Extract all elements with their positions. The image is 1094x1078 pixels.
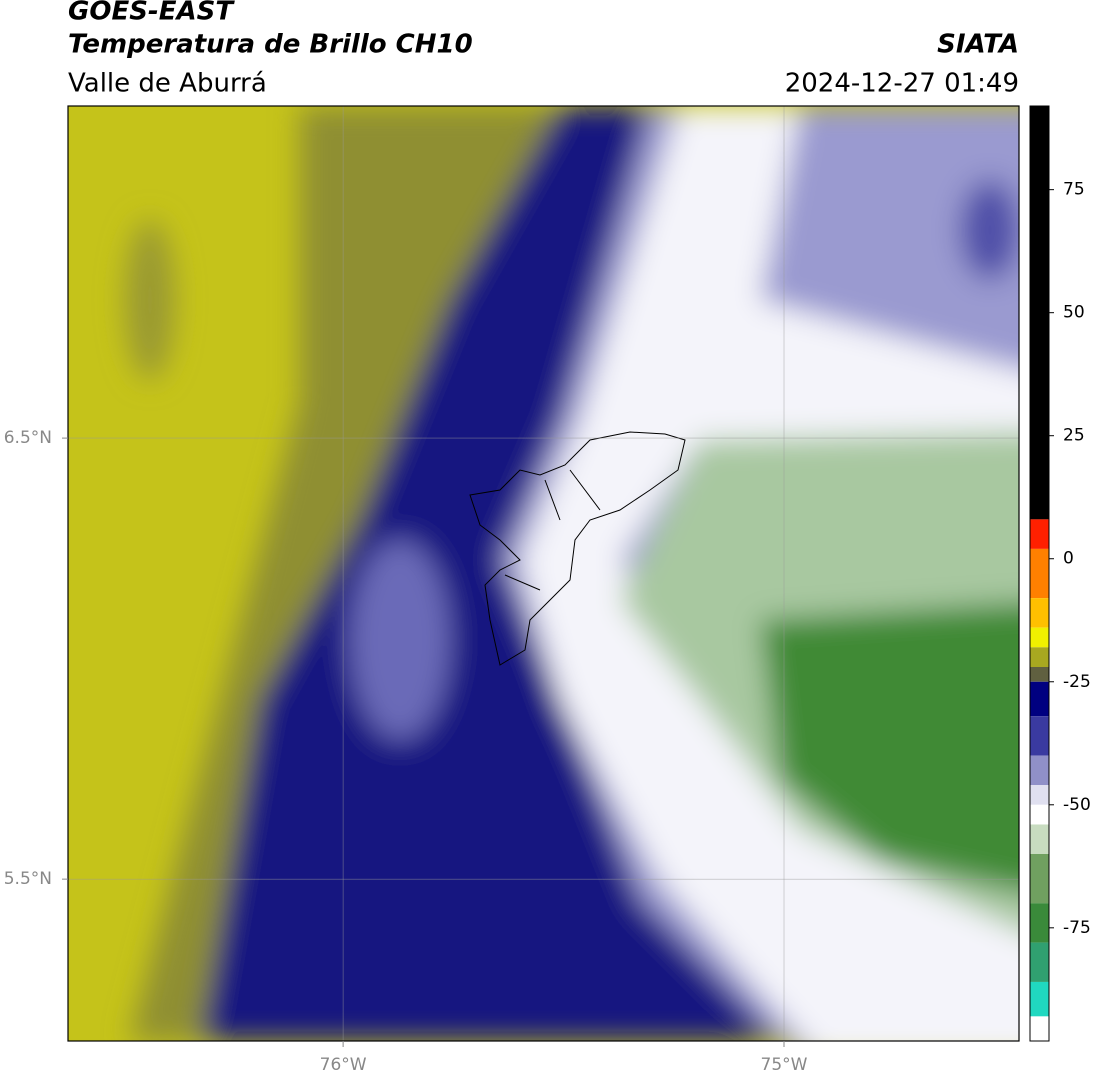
colorbar-tick-label: -75 [1063, 918, 1091, 938]
colorbar-tick-label: 50 [1063, 303, 1085, 323]
colorbar-tick-label: 75 [1063, 180, 1085, 200]
colorbar-segment [1030, 824, 1049, 854]
colorbar-segment [1030, 942, 1049, 982]
colorbar-segment [1030, 804, 1049, 825]
colorbar-segment [1030, 981, 1049, 1017]
region: Valle de Aburrá [68, 69, 267, 99]
colorbar-segment [1030, 548, 1049, 599]
colorbar-segment [1030, 681, 1049, 717]
source: SIATA [937, 30, 1019, 60]
municipal-borders [469, 431, 686, 666]
colorbar-tick-label: 0 [1063, 549, 1074, 569]
colorbar-tick-label: 25 [1063, 426, 1085, 446]
colorbar-tick-label: -50 [1063, 795, 1091, 815]
map-frame [67, 105, 1020, 1042]
colorbar-segment [1030, 627, 1049, 648]
y-tick-label: 6.5°N [4, 428, 52, 448]
colorbar-segment [1030, 716, 1049, 756]
subtitle: Temperatura de Brillo CH10 [68, 30, 473, 60]
colorbar-segment [1030, 1016, 1049, 1041]
datetime: 2024-12-27 01:49 [785, 69, 1019, 99]
colorbar-segment [1030, 903, 1049, 943]
colorbar-segment [1030, 667, 1049, 682]
colorbar-frame [1029, 105, 1050, 1042]
colorbar-segment [1030, 854, 1049, 904]
colorbar-segment [1030, 106, 1049, 520]
colorbar-segment [1030, 785, 1049, 805]
x-tick-label: 75°W [761, 1055, 808, 1075]
x-tick-label: 76°W [320, 1055, 367, 1075]
colorbar-segment [1030, 755, 1049, 786]
title: GOES-EAST [68, 0, 235, 27]
colorbar-tick-label: -25 [1063, 672, 1091, 692]
colorbar-segment [1030, 519, 1049, 549]
y-tick-label: 5.5°N [4, 869, 52, 889]
colorbar-segment [1030, 598, 1049, 628]
colorbar-segment [1030, 647, 1049, 667]
satellite-image [68, 106, 1019, 1041]
